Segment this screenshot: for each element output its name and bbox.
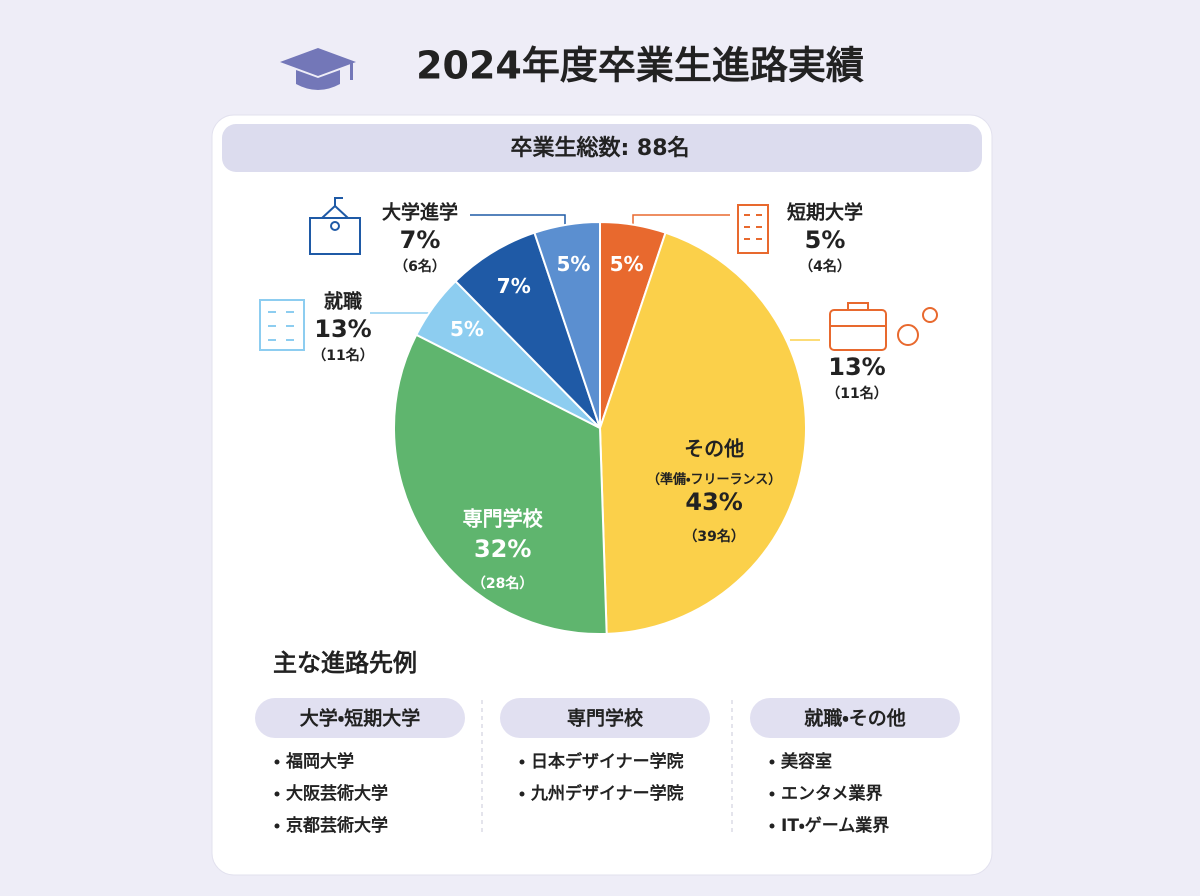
- example-item: 九州デザイナー学院: [530, 783, 684, 804]
- example-item: 福岡大学: [285, 751, 354, 772]
- pie-slice: [393, 333, 608, 635]
- slice-value-labels: 32%: [474, 535, 531, 563]
- examples-title: 主な進路先例: [273, 649, 417, 677]
- bullet: [274, 791, 280, 797]
- callout-value: 13%: [828, 353, 885, 381]
- slice-value-label: 7%: [497, 274, 531, 298]
- callout-count: （11名）: [312, 347, 373, 364]
- bullet: [769, 791, 775, 797]
- callout-value: 13%: [314, 315, 371, 343]
- total-band: [222, 124, 982, 172]
- column-heading: 就職・その他: [804, 707, 905, 730]
- example-item: 京都芸術大学: [286, 815, 388, 836]
- callout-label: 短期大学: [787, 201, 863, 224]
- example-item: 大阪芸術大学: [286, 783, 388, 804]
- callout-label: 就職: [324, 290, 362, 313]
- university-icon: [309, 197, 361, 255]
- office-icon: [259, 299, 305, 351]
- bullet: [769, 823, 775, 829]
- slice-value-label: 5%: [610, 252, 644, 276]
- slice-categories: 専門学校: [463, 506, 544, 530]
- column-pill: [500, 698, 710, 738]
- slice-value-label: 5%: [556, 252, 590, 276]
- callout-label: 大学進学: [382, 201, 458, 224]
- bullet: [519, 791, 525, 797]
- example-item: 日本デザイナー学院: [531, 751, 684, 772]
- callout-count: （11名）: [826, 385, 887, 402]
- bullet: [519, 759, 525, 765]
- column-pill: [255, 698, 465, 738]
- slice-notes: （準備・フリーランス）: [647, 471, 781, 487]
- callout-count: （6名）: [394, 258, 446, 275]
- total: 卒業生総数: 88名: [510, 135, 689, 161]
- briefcase-icon: [829, 302, 938, 351]
- cap-icon: [280, 48, 356, 90]
- example-item: IT・ゲーム業界: [781, 815, 889, 836]
- callout-value: 7%: [400, 226, 441, 254]
- college-icon: [737, 204, 769, 254]
- pie-slice: [598, 231, 807, 635]
- bullet: [769, 759, 775, 765]
- slice-value-labels: 43%: [685, 488, 742, 516]
- example-item: エンタメ業界: [781, 783, 883, 804]
- slice-categories: その他: [684, 436, 744, 460]
- callout-value: 5%: [805, 226, 846, 254]
- example-item: 美容室: [781, 751, 832, 772]
- callout-count: （4名）: [799, 258, 851, 275]
- slice-value-label: 5%: [450, 317, 484, 341]
- column-pill: [750, 698, 960, 738]
- bullet: [274, 759, 280, 765]
- slice-counts: （28名）: [472, 575, 533, 592]
- title: 2024年度卒業生進路実績: [416, 44, 864, 88]
- slice-counts: （39名）: [683, 528, 744, 545]
- pie-slice: [533, 220, 601, 429]
- bullet: [274, 823, 280, 829]
- column-heading: 大学・短期大学: [300, 707, 420, 730]
- column-heading: 専門学校: [567, 707, 644, 730]
